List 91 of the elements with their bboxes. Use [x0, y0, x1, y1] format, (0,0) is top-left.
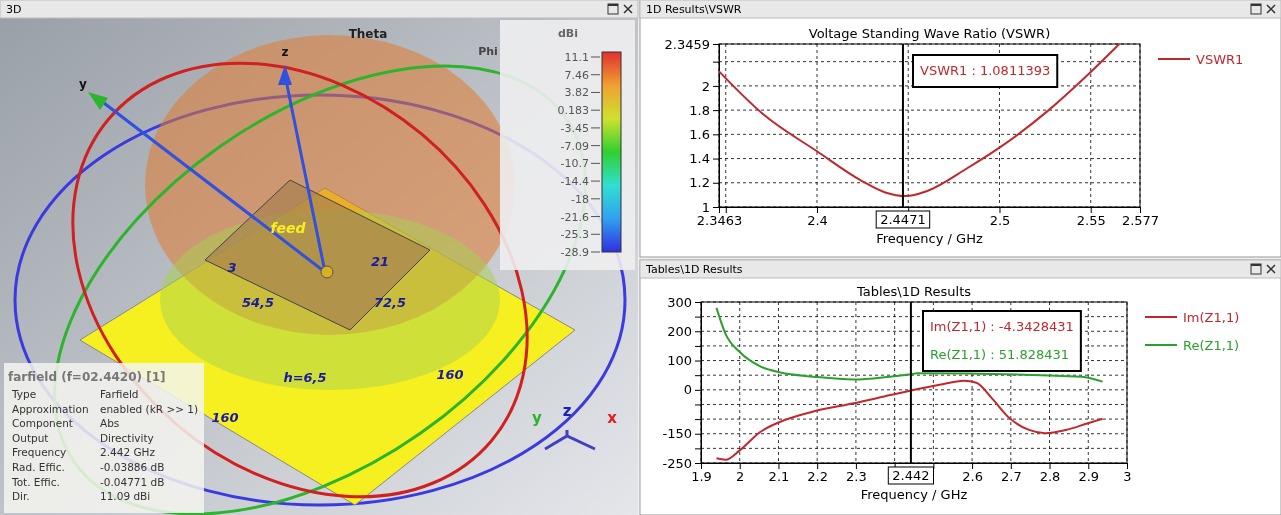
text: -28.9 [560, 246, 589, 259]
text: -25.3 [560, 228, 589, 242]
y-tick-label: 1.6 [689, 126, 710, 142]
annotation: VSWR1 : 1.0811393 [920, 63, 1051, 78]
y-tick-label: 2.3459 [664, 36, 710, 52]
x-tick-label: 2.8 [1039, 469, 1061, 485]
text: h=6,5 [283, 370, 327, 385]
x-axis-title: Frequency / GHz [860, 487, 968, 502]
chart-title: Voltage Standing Wave Ratio (VSWR) [808, 26, 1051, 41]
text: 54,5 [241, 295, 275, 310]
text: 21 [370, 254, 390, 269]
text: Approximation [12, 402, 89, 415]
x-tick-label: 2.1 [768, 469, 790, 485]
y-tick-label: 1 [701, 199, 710, 215]
text: Output [12, 431, 49, 444]
text: 2.442 GHz [100, 446, 156, 459]
legend-label: Re(Z1,1) [1183, 338, 1240, 353]
text: 11.1 [564, 51, 589, 64]
x-tick-label: 2.577 [1121, 213, 1160, 229]
text: Phi [478, 45, 498, 58]
x-axis-title: Frequency / GHz [876, 231, 983, 246]
text: z [281, 45, 289, 59]
text: 0.183 [557, 104, 589, 118]
text: Abs [100, 417, 120, 430]
text: 160 [436, 367, 464, 382]
y-tick-label: 0 [683, 382, 692, 398]
line-series [718, 43, 1121, 198]
text: farfield (f=02.4420) [1] [8, 370, 166, 384]
x-tick-label: 2 [736, 469, 745, 485]
y-tick-label: 2 [701, 78, 710, 94]
text: -7.09 [560, 139, 589, 153]
chart-title: Tables\1D Results [855, 284, 972, 299]
color-bar-title: dBi [557, 27, 579, 40]
y-tick-label: -250 [662, 455, 692, 471]
text: 72,5 [373, 295, 407, 310]
text: -14.4 [560, 175, 589, 189]
text: Directivity [100, 431, 154, 444]
text: z [562, 402, 572, 420]
text: Tot. Effic. [11, 475, 60, 488]
x-tick-label: 2.7 [1000, 469, 1022, 485]
x-tick-label: 1.9 [691, 469, 712, 485]
legend-label: VSWR1 [1196, 52, 1244, 67]
text: 3D [6, 3, 22, 16]
text: enabled (kR >> 1) [100, 402, 199, 415]
annotation: Re(Z1,1) : 51.828431 [930, 347, 1070, 362]
x-tick-label: 3 [1123, 469, 1132, 485]
x-tick-label: 2.9 [1078, 469, 1100, 485]
text: -10.7 [560, 157, 589, 171]
x-tick-label: 2.2 [807, 469, 829, 485]
text: Farfield [100, 388, 139, 400]
y-tick-label: 1.8 [689, 102, 710, 118]
ref-line-label: 2.442 [892, 468, 930, 483]
y-tick-label: 100 [667, 353, 692, 369]
text: 11.09 dBi [100, 490, 151, 503]
line-series [715, 306, 1104, 383]
x-tick-label: 2.3 [846, 469, 867, 485]
text: -3.45 [560, 121, 589, 135]
text: Theta [348, 27, 388, 41]
text: -0.04771 dB [100, 475, 165, 488]
x-tick-label: 2.55 [1076, 213, 1106, 229]
text: Tables\1D Results [645, 263, 743, 276]
y-tick-label: -150 [662, 426, 692, 442]
ref-line-label: 2.4471 [880, 212, 926, 227]
legend-label: Im(Z1,1) [1183, 310, 1240, 325]
text: x [607, 409, 618, 427]
text: 3.82 [564, 86, 589, 100]
x-tick-label: 2.5 [989, 213, 1011, 229]
text: 7.46 [564, 68, 589, 82]
y-tick-label: 1.4 [689, 151, 710, 167]
text: -18 [571, 192, 589, 206]
annotation: Im(Z1,1) : -4.3428431 [930, 319, 1074, 334]
text: feed [270, 220, 307, 236]
text: Frequency [12, 446, 67, 459]
text: Type [11, 388, 37, 400]
text: Component [12, 417, 73, 430]
text: 3 [227, 260, 237, 275]
x-tick-label: 2.3463 [696, 213, 743, 229]
y-tick-label: 200 [667, 323, 692, 339]
y-tick-label: 1.2 [689, 175, 710, 191]
text: -0.03886 dB [100, 461, 165, 473]
text: y [532, 409, 543, 427]
line-series [715, 379, 1104, 461]
text: -21.6 [560, 210, 589, 224]
text: 160 [211, 410, 239, 425]
text: 1D Results\VSWR [646, 3, 742, 16]
text: y [79, 77, 88, 91]
text: Dir. [12, 490, 30, 503]
text: Rad. Effic. [12, 461, 65, 473]
y-tick-label: 300 [667, 294, 692, 310]
x-tick-label: 2.6 [962, 469, 983, 485]
x-tick-label: 2.4 [807, 213, 828, 229]
